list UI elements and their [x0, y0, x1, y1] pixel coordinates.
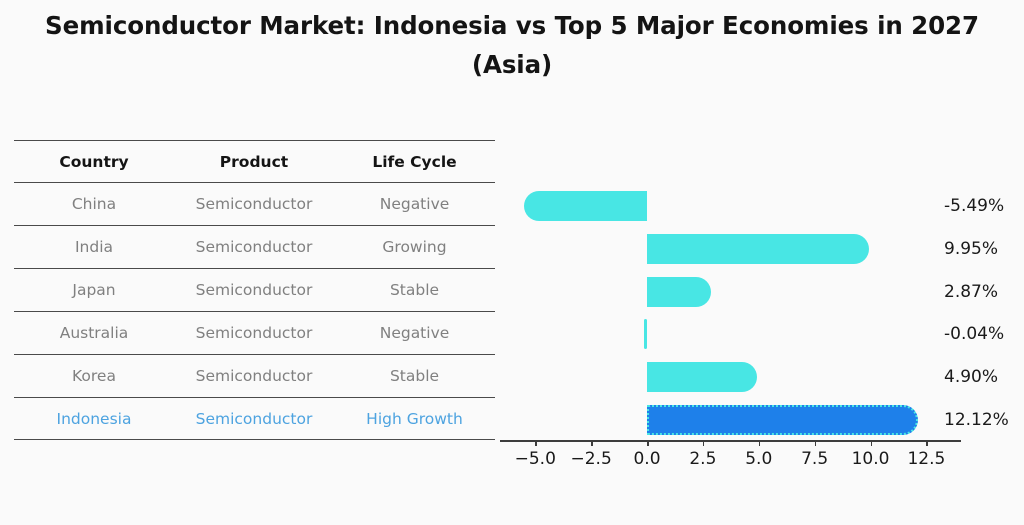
- x-axis-tick-label: 0.0: [633, 449, 661, 469]
- x-axis-tick: [870, 440, 873, 446]
- table-cell-product: Semiconductor: [195, 195, 313, 213]
- page-title: Semiconductor Market: Indonesia vs Top 5…: [0, 6, 1024, 84]
- table-cell-life-cycle: Stable: [389, 367, 440, 385]
- table-row: Australia Semiconductor Negative: [14, 311, 495, 354]
- x-axis-tick-label: 7.5: [801, 449, 829, 469]
- x-axis-tick: [591, 440, 593, 446]
- x-axis-tick: [814, 440, 817, 446]
- bar-value-label-india: 9.95%: [944, 238, 999, 259]
- bar-value-label-japan: 2.87%: [944, 281, 999, 302]
- table-cell-country: India: [74, 238, 114, 256]
- x-axis-tick-label: 2.5: [689, 449, 717, 469]
- x-axis-tick-label: 5.0: [745, 449, 773, 469]
- table-cell-product: Semiconductor: [195, 324, 313, 342]
- table-cell-product: Semiconductor: [195, 238, 313, 256]
- table-row: Korea Semiconductor Stable: [14, 354, 495, 397]
- table-cell-country: Japan: [72, 281, 116, 299]
- bar-india: [647, 233, 870, 264]
- bar-value-label-indonesia: 12.12%: [944, 410, 1009, 430]
- bar-indonesia: [647, 405, 918, 435]
- table-cell-life-cycle: Negative: [379, 195, 450, 213]
- table-cell-life-cycle: High Growth: [366, 409, 463, 428]
- table-row-highlighted: Indonesia Semiconductor High Growth: [14, 397, 495, 440]
- bar-japan: [647, 276, 712, 307]
- table-header-row: Country Product Life Cycle: [14, 140, 495, 182]
- x-axis-tick: [926, 440, 928, 446]
- table-cell-product: Semiconductor: [195, 281, 313, 299]
- table-cell-country: Indonesia: [56, 409, 132, 428]
- table-cell-product: Semiconductor: [195, 409, 313, 428]
- bar-korea: [647, 362, 757, 393]
- country-table: Country Product Life Cycle China Semicon…: [14, 140, 495, 440]
- x-axis-tick-label: −2.5: [570, 449, 612, 469]
- table-cell-country: Korea: [72, 367, 116, 385]
- table-row: India Semiconductor Growing: [14, 225, 495, 268]
- table-cell-life-cycle: Stable: [389, 281, 440, 299]
- x-axis-tick-label: −5.0: [514, 449, 556, 469]
- bar-value-label-korea: 4.90%: [944, 367, 999, 388]
- table-cell-country: Australia: [59, 324, 129, 342]
- table-cell-life-cycle: Negative: [379, 324, 450, 342]
- x-axis-tick: [535, 440, 537, 446]
- bar-china: [524, 191, 647, 221]
- table-cell-life-cycle: Growing: [382, 238, 447, 256]
- bar-australia: [644, 319, 647, 350]
- table-cell-product: Semiconductor: [195, 367, 313, 385]
- table-row: China Semiconductor Negative: [14, 182, 495, 225]
- table-header-product: Product: [219, 152, 289, 171]
- bar-value-label-australia: -0.04%: [944, 324, 1005, 345]
- x-axis-tick: [647, 440, 649, 446]
- table-cell-country: China: [71, 195, 117, 213]
- x-axis-tick: [758, 440, 761, 446]
- bar-value-label-china: -5.49%: [944, 196, 1005, 216]
- page-title-line-2: (Asia): [471, 50, 553, 79]
- x-axis-tick-label: 12.5: [907, 449, 946, 469]
- x-axis-tick: [702, 440, 705, 446]
- table-header-country: Country: [59, 152, 129, 171]
- x-axis-line: [500, 440, 962, 442]
- page-title-line-1: Semiconductor Market: Indonesia vs Top 5…: [45, 11, 979, 40]
- table-row: Japan Semiconductor Stable: [14, 268, 495, 311]
- table-header-life-cycle: Life Cycle: [372, 152, 457, 171]
- x-axis-tick-label: 10.0: [851, 449, 890, 469]
